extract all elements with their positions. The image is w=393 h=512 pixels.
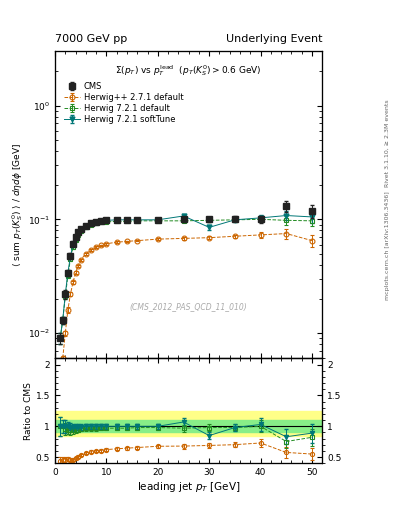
- Text: 7000 GeV pp: 7000 GeV pp: [55, 33, 127, 44]
- Text: Rivet 3.1.10, ≥ 2.3M events: Rivet 3.1.10, ≥ 2.3M events: [385, 99, 389, 187]
- Legend: CMS, Herwig++ 2.7.1 default, Herwig 7.2.1 default, Herwig 7.2.1 softTune: CMS, Herwig++ 2.7.1 default, Herwig 7.2.…: [62, 80, 185, 125]
- Bar: [55, 411, 322, 436]
- Bar: [55, 420, 322, 433]
- Text: $\Sigma(p_T)$ vs $p_T^{\mathrm{lead}}$  $(p_T(K_S^0) > 0.6\ \mathrm{GeV})$: $\Sigma(p_T)$ vs $p_T^{\mathrm{lead}}$ $…: [115, 63, 262, 78]
- X-axis label: leading jet $p_T$ [GeV]: leading jet $p_T$ [GeV]: [137, 480, 241, 494]
- Y-axis label: $\langle$ sum $p_T(K_S^0)$ $\rangle$ / $d\eta d\phi$ [GeV]: $\langle$ sum $p_T(K_S^0)$ $\rangle$ / $…: [10, 143, 25, 267]
- Y-axis label: Ratio to CMS: Ratio to CMS: [24, 382, 33, 440]
- Text: (CMS_2012_PAS_QCD_11_010): (CMS_2012_PAS_QCD_11_010): [130, 302, 248, 311]
- Text: mcplots.cern.ch [arXiv:1306.3436]: mcplots.cern.ch [arXiv:1306.3436]: [385, 191, 389, 300]
- Text: Underlying Event: Underlying Event: [226, 33, 322, 44]
